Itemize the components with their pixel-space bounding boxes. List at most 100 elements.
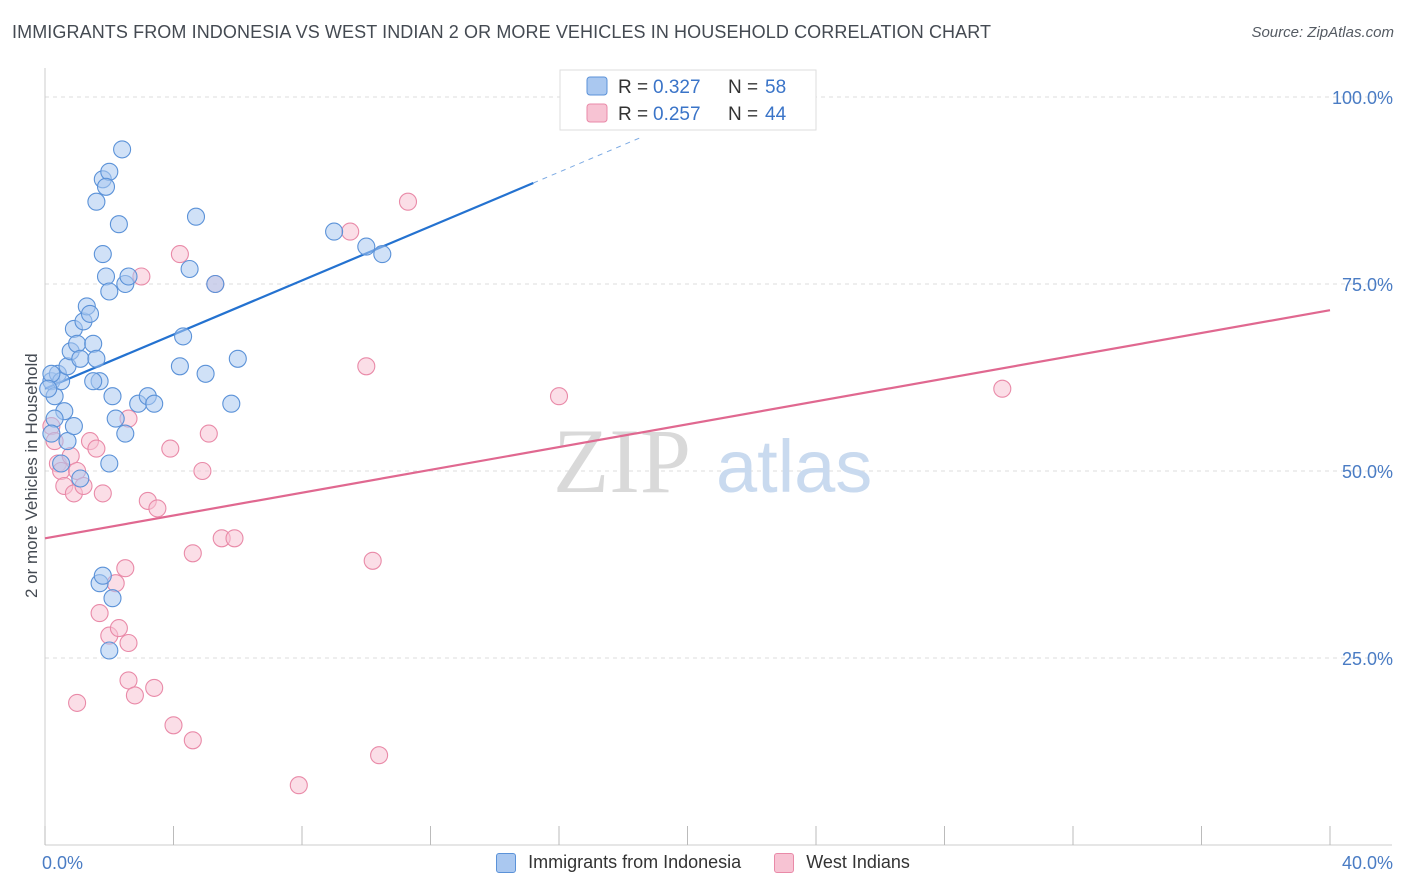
point-west-indians [125, 686, 144, 705]
legend-item-indonesia: Immigrants from Indonesia [496, 852, 741, 873]
point-west-indians [289, 776, 308, 795]
point-indonesia [93, 566, 112, 585]
legend-r-value-2: 0.257 [653, 104, 701, 125]
point-indonesia [71, 349, 90, 368]
point-indonesia [180, 259, 199, 279]
x-tick-label-min: 0.0% [42, 853, 83, 873]
point-indonesia [80, 304, 100, 323]
point-indonesia [58, 432, 77, 451]
legend-r-label-2: R = [618, 104, 648, 125]
point-west-indians [93, 484, 112, 503]
point-indonesia [87, 349, 106, 368]
point-indonesia [357, 237, 376, 256]
x-tick-label-max: 40.0% [1342, 853, 1393, 873]
point-indonesia [68, 334, 87, 353]
point-west-indians [398, 192, 418, 211]
point-indonesia [145, 394, 164, 413]
axes [44, 68, 1392, 846]
watermark-zip: ZIP [553, 410, 691, 512]
point-indonesia [84, 334, 103, 353]
legend-n-value-1: 58 [765, 77, 786, 98]
point-indonesia [52, 454, 71, 473]
point-indonesia [100, 641, 119, 660]
y-tick-label-100: 100.0% [1332, 88, 1393, 108]
legend-swatch-west-indians [774, 852, 795, 873]
point-west-indians [119, 633, 138, 653]
y-tick-label-50: 50.0% [1342, 462, 1393, 482]
point-indonesia [119, 267, 138, 286]
legend-r-label-1: R = [618, 77, 648, 98]
legend-label-indonesia: Immigrants from Indonesia [528, 852, 742, 872]
point-indonesia [109, 215, 128, 234]
point-west-indians [109, 619, 128, 638]
point-west-indians [341, 222, 360, 241]
grid [45, 96, 1392, 659]
point-indonesia [373, 245, 392, 264]
tick-labels: 25.0% 50.0% 75.0% 100.0% 0.0% 40.0% [42, 88, 1393, 873]
point-indonesia [196, 364, 215, 383]
trend-lines [44, 137, 1331, 540]
point-west-indians [363, 551, 382, 570]
point-indonesia [100, 454, 119, 473]
chart-title: IMMIGRANTS FROM INDONESIA VS WEST INDIAN… [12, 22, 992, 42]
trend-line-indonesia [44, 182, 534, 390]
trend-line-indonesia-extension [533, 137, 640, 184]
point-indonesia [45, 409, 64, 428]
source-label: Source: ZipAtlas.com [1251, 24, 1394, 41]
point-west-indians [161, 439, 180, 458]
y-tick-label-25: 25.0% [1342, 649, 1393, 669]
point-indonesia [84, 372, 103, 391]
y-axis-label: 2 or more Vehicles in Household [22, 353, 41, 598]
legend-swatch-blue [586, 76, 608, 96]
point-indonesia [71, 469, 90, 488]
point-indonesia [100, 282, 119, 301]
data-points [39, 140, 1012, 795]
point-west-indians [145, 678, 164, 697]
point-west-indians [148, 499, 167, 518]
point-west-indians [199, 424, 218, 443]
series-legend: Immigrants from Indonesia West Indians [0, 852, 1406, 878]
point-west-indians [164, 716, 183, 735]
point-west-indians [90, 604, 109, 623]
point-indonesia [64, 417, 83, 436]
point-indonesia [96, 267, 116, 286]
point-west-indians [370, 746, 389, 765]
point-west-indians [993, 379, 1012, 398]
point-indonesia [100, 162, 119, 181]
point-indonesia [103, 589, 122, 608]
point-west-indians [183, 731, 202, 750]
legend-n-label-2: N = [728, 104, 758, 125]
point-indonesia [206, 274, 225, 294]
point-indonesia [96, 177, 116, 196]
point-indonesia [228, 349, 247, 368]
point-indonesia [39, 379, 58, 398]
watermark: ZIP atlas [553, 410, 872, 512]
point-indonesia [116, 424, 135, 443]
point-indonesia [113, 140, 132, 159]
trend-line-west-indians [44, 309, 1331, 540]
point-west-indians [357, 357, 376, 376]
legend-r-value-1: 0.327 [653, 77, 701, 98]
point-indonesia [222, 394, 241, 413]
point-indonesia [186, 207, 206, 226]
point-indonesia [106, 409, 125, 428]
correlation-legend: R = 0.327 N = 58 R = 0.257 N = 44 [559, 69, 817, 131]
point-west-indians [225, 529, 244, 548]
point-west-indians [170, 245, 189, 264]
point-indonesia [42, 424, 61, 443]
watermark-atlas: atlas [716, 425, 872, 508]
point-west-indians [116, 559, 135, 578]
legend-swatch-indonesia [496, 852, 517, 873]
legend-n-value-2: 44 [765, 104, 787, 125]
legend-swatch-pink [586, 103, 608, 123]
point-west-indians [549, 387, 569, 406]
legend-label-west-indians: West Indians [806, 852, 910, 872]
legend-item-west-indians: West Indians [774, 852, 910, 873]
point-indonesia [42, 364, 61, 383]
point-indonesia [93, 245, 112, 264]
point-west-indians [193, 461, 212, 481]
legend-n-label-1: N = [728, 77, 758, 98]
point-indonesia [103, 387, 122, 406]
point-west-indians [87, 439, 106, 458]
